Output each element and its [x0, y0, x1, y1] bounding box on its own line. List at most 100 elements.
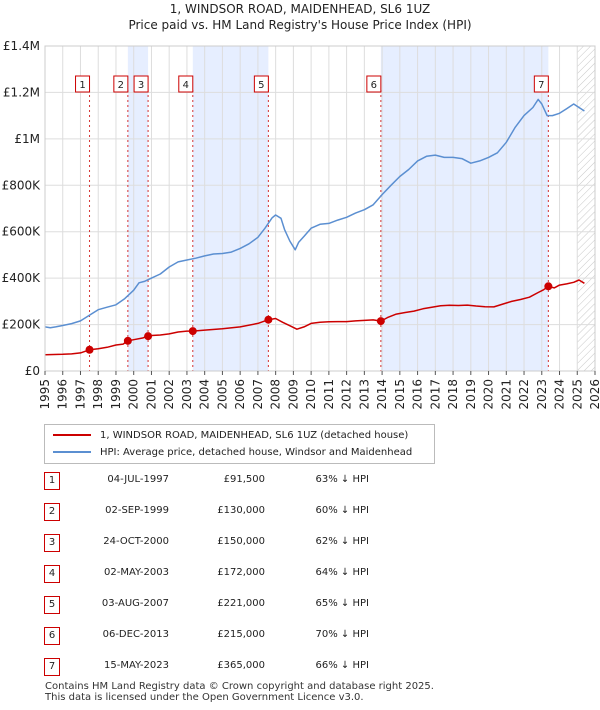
x-tick-label: 2022 [517, 379, 531, 410]
x-tick-label: 2001 [144, 379, 158, 410]
sale-marker-lines [89, 90, 549, 371]
x-tick-label: 2019 [464, 379, 478, 410]
x-tick-label: 2007 [251, 379, 265, 410]
sale-number: 2 [44, 503, 60, 521]
sale-label-box: 3 [133, 75, 149, 93]
x-tick-label: 1998 [91, 379, 105, 410]
sale-price: £91,500 [223, 474, 265, 485]
hpi-line [45, 98, 585, 329]
sale-date: 24-OCT-2000 [103, 536, 169, 547]
sale-dot [144, 332, 153, 341]
sale-label-number: 7 [538, 80, 544, 91]
sale-label-frame [113, 75, 129, 93]
sale-band [380, 46, 549, 371]
sale-label-box: 2 [113, 75, 129, 93]
table-row: 4 02-MAY-2003 £172,000 64% ↓ HPI [44, 565, 424, 583]
x-tick-label: 2014 [375, 379, 389, 410]
table-row: 6 06-DEC-2013 £215,000 70% ↓ HPI [44, 627, 424, 645]
x-tick-label: 2024 [553, 379, 567, 410]
sale-label-number: 1 [79, 80, 85, 91]
sale-price: £130,000 [217, 505, 265, 516]
sale-label-frame [533, 75, 549, 93]
sale-date: 02-MAY-2003 [103, 567, 169, 578]
x-tick-label: 2009 [286, 379, 300, 410]
x-tick-label: 2012 [340, 379, 354, 410]
y-tick-label: £1M [14, 132, 40, 146]
forecast-hatch [577, 46, 595, 371]
sale-label-box: 4 [178, 75, 194, 93]
hatched-region [577, 46, 595, 371]
sale-label-box: 6 [366, 75, 382, 93]
sale-number: 3 [44, 534, 60, 552]
chart-subtitle: Price paid vs. HM Land Registry's House … [128, 18, 472, 32]
sale-hpi-diff: 64% ↓ HPI [315, 567, 369, 578]
legend-label-property: 1, WINDSOR ROAD, MAIDENHEAD, SL6 1UZ (de… [100, 429, 409, 441]
x-tick-label: 2002 [162, 379, 176, 410]
table-row: 3 24-OCT-2000 £150,000 62% ↓ HPI [44, 534, 424, 552]
sale-date: 15-MAY-2023 [103, 660, 169, 671]
sale-label-box: 5 [253, 75, 269, 93]
legend-label-hpi: HPI: Average price, detached house, Wind… [100, 446, 413, 458]
x-tick-label: 2003 [180, 379, 194, 410]
sale-labels: 1 2 3 4 5 6 7 [75, 75, 549, 93]
x-tick-label: 1999 [109, 379, 123, 410]
sale-number: 7 [44, 658, 60, 676]
y-tick-label: £1.4M [3, 39, 40, 53]
sale-label-frame [366, 75, 382, 93]
x-tick-label: 2010 [304, 379, 318, 410]
x-tick-label: 2017 [428, 379, 442, 410]
sale-price: £215,000 [217, 629, 265, 640]
x-tick-label: 2026 [588, 379, 600, 410]
sale-dot [376, 317, 385, 326]
sale-dot [264, 315, 273, 324]
x-tick-label: 2018 [446, 379, 460, 410]
sale-label-number: 2 [118, 80, 124, 91]
sale-label-box: 7 [533, 75, 549, 93]
x-axis: 1995 1996 1997 1998 1999 2000 2001 2002 2003 2004… [38, 371, 600, 410]
sale-number: 6 [44, 627, 60, 645]
legend: 1, WINDSOR ROAD, MAIDENHEAD, SL6 1UZ (de… [44, 424, 435, 464]
price-chart: 1 2 3 4 5 6 7 £0 £200K £400K £600K £800K £1M £1.2M £1… [2, 39, 600, 410]
y-tick-label: £200K [2, 318, 42, 332]
y-tick-label: £0 [25, 364, 40, 378]
sale-label-number: 3 [138, 80, 144, 91]
sale-label-frame [178, 75, 194, 93]
plot-frame [44, 45, 596, 372]
legend-swatch-red [53, 434, 91, 436]
sale-number: 4 [44, 565, 60, 583]
sale-label-frame [75, 75, 91, 93]
sale-price: £150,000 [217, 536, 265, 547]
sale-date: 06-DEC-2013 [102, 629, 169, 640]
legend-item-property: 1, WINDSOR ROAD, MAIDENHEAD, SL6 1UZ (de… [53, 428, 408, 442]
sale-dots [85, 282, 553, 354]
sale-band [192, 46, 269, 371]
x-tick-label: 2016 [411, 379, 425, 410]
sale-hpi-diff: 62% ↓ HPI [315, 536, 369, 547]
sale-label-number: 5 [258, 80, 264, 91]
sale-price: £365,000 [217, 660, 265, 671]
sale-label-frame [253, 75, 269, 93]
x-tick-label: 2015 [393, 379, 407, 410]
x-tick-label: 2006 [233, 379, 247, 410]
y-tick-label: £1.2M [3, 85, 40, 99]
x-tick-label: 1997 [73, 379, 87, 410]
sale-label-box: 1 [75, 75, 91, 93]
sale-number: 5 [44, 596, 60, 614]
x-tick-label: 2005 [215, 379, 229, 410]
footer-licence: This data is licensed under the Open Gov… [45, 692, 364, 703]
sale-date: 03-AUG-2007 [101, 598, 169, 609]
table-row: 1 04-JUL-1997 £91,500 63% ↓ HPI [44, 472, 424, 490]
x-tick-label: 2000 [127, 379, 141, 410]
sale-date: 04-JUL-1997 [107, 474, 169, 485]
sale-label-frame [133, 75, 149, 93]
sale-hpi-diff: 70% ↓ HPI [315, 629, 369, 640]
sale-dot [544, 282, 553, 291]
x-tick-label: 2023 [535, 379, 549, 410]
x-tick-label: 2025 [570, 379, 584, 410]
sale-hpi-diff: 63% ↓ HPI [315, 474, 369, 485]
sale-dot [188, 327, 197, 336]
sale-dot [85, 345, 94, 354]
x-tick-label: 2020 [482, 379, 496, 410]
x-tick-label: 1995 [38, 379, 52, 410]
sale-hpi-diff: 65% ↓ HPI [315, 598, 369, 609]
